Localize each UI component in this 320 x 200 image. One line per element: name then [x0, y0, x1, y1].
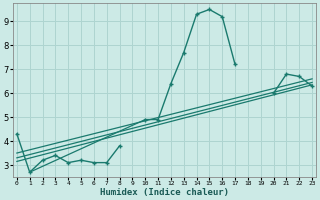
X-axis label: Humidex (Indice chaleur): Humidex (Indice chaleur)	[100, 188, 229, 197]
